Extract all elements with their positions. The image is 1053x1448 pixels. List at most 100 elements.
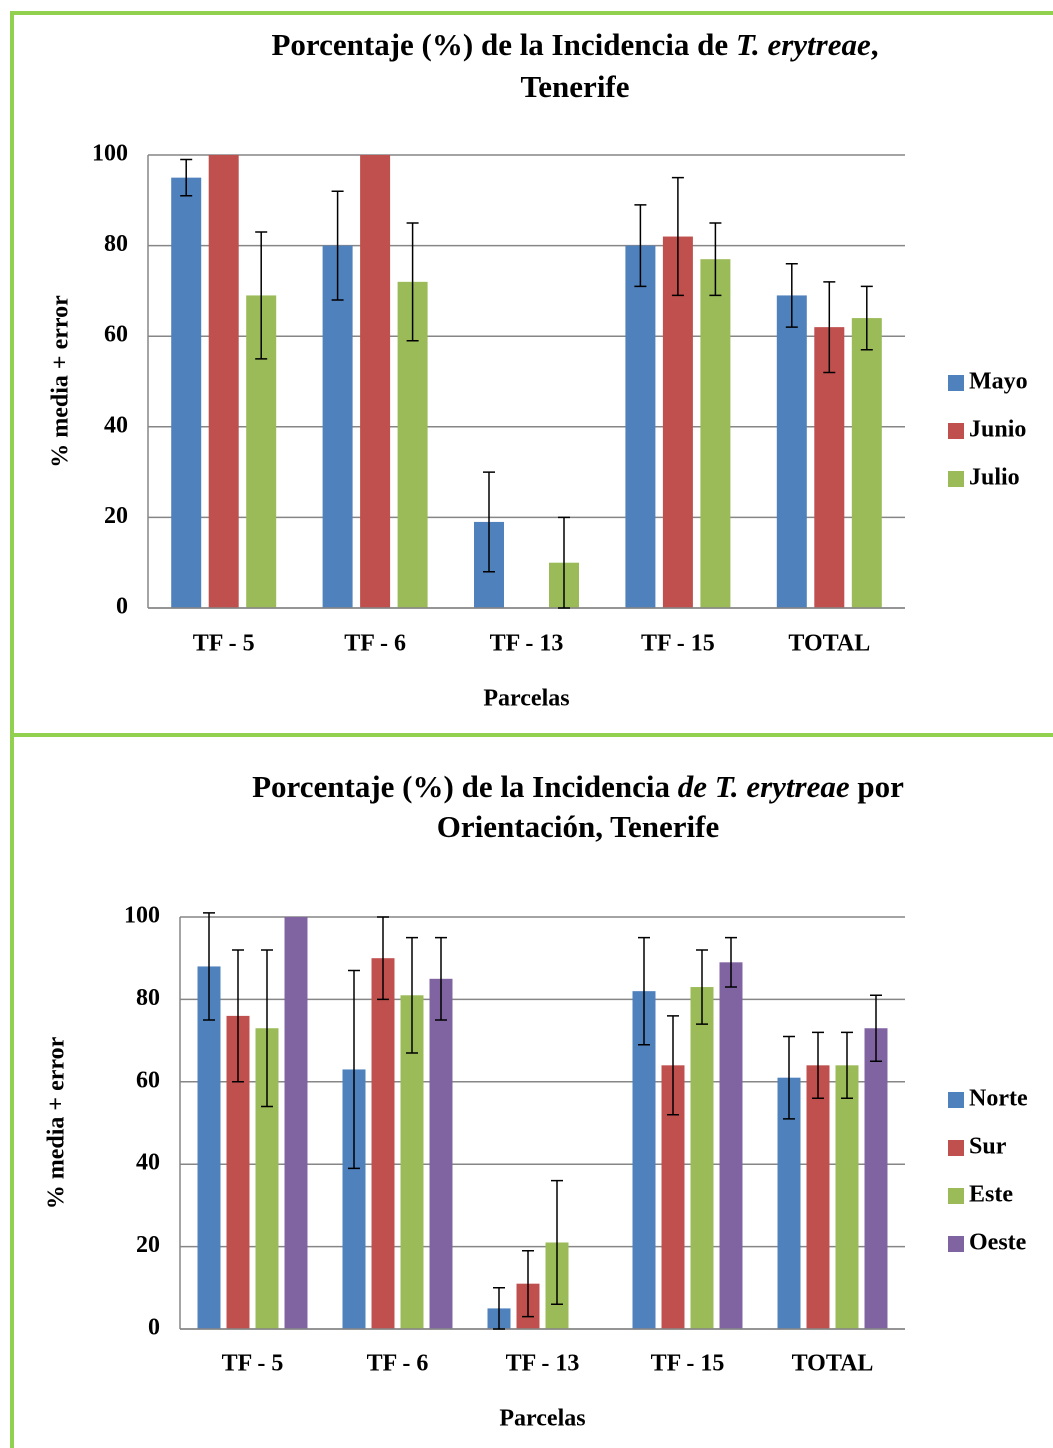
x-tick-label: TOTAL: [792, 1351, 874, 1377]
title-part: ,: [871, 27, 879, 62]
bar: [776, 295, 807, 608]
error-bar: [522, 1249, 534, 1318]
title-part: T. erytreae: [736, 27, 871, 62]
error-bar: [696, 949, 708, 1025]
y-tick-label: 80: [104, 231, 128, 257]
error-bar: [551, 1179, 563, 1306]
error-bar: [180, 158, 193, 197]
legend-swatch: [948, 471, 964, 487]
error-bar: [232, 949, 244, 1083]
legend-swatch: [948, 1092, 964, 1108]
x-tick-label: TF - 15: [641, 631, 715, 657]
bar: [429, 978, 453, 1329]
error-bar: [406, 222, 419, 342]
bar: [690, 987, 714, 1329]
x-tick-label: TF - 5: [193, 631, 255, 657]
x-axis-label: Parcelas: [499, 1406, 585, 1432]
bar: [814, 327, 845, 608]
x-tick-label: TF - 6: [344, 631, 406, 657]
x-axis-label: Parcelas: [483, 686, 569, 712]
error-bar: [725, 936, 737, 988]
error-bar: [483, 471, 495, 573]
error-bar: [823, 281, 836, 374]
bar: [719, 962, 743, 1329]
bar: [625, 245, 656, 608]
legend-swatch: [948, 423, 964, 439]
bar: [322, 245, 353, 608]
legend-swatch: [948, 1188, 964, 1204]
error-bar: [203, 912, 215, 1021]
chart-title: Orientación, Tenerife: [437, 809, 719, 844]
bar: [360, 155, 391, 608]
y-tick-label: 100: [124, 903, 160, 929]
bar: [806, 1065, 830, 1329]
title-part: Porcentaje (%) de la Incidencia: [252, 769, 678, 804]
error-bar: [377, 916, 389, 1001]
legend-label: Oeste: [969, 1230, 1027, 1256]
legend-label: Mayo: [969, 369, 1028, 395]
bar: [661, 1065, 685, 1329]
bar: [400, 995, 424, 1329]
error-bar: [435, 936, 447, 1021]
y-tick-label: 20: [104, 503, 128, 529]
bar: [864, 1028, 888, 1329]
error-bar: [634, 204, 647, 288]
error-bar: [812, 1031, 824, 1100]
y-axis-label: % media + error: [48, 295, 74, 468]
bar: [632, 991, 656, 1329]
bar: [284, 917, 308, 1329]
y-tick-label: 20: [136, 1232, 160, 1258]
title-part: por: [850, 769, 904, 804]
y-tick-label: 60: [104, 322, 128, 348]
x-tick-label: TF - 6: [367, 1351, 429, 1377]
legend-label: Junio: [969, 417, 1026, 443]
x-tick-label: TF - 13: [490, 631, 564, 657]
x-tick-label: TF - 5: [222, 1351, 284, 1377]
x-tick-label: TF - 13: [506, 1351, 580, 1377]
error-bar: [870, 994, 882, 1062]
bar: [255, 1028, 279, 1329]
error-bar: [783, 1035, 795, 1120]
bar: [371, 958, 395, 1329]
bar: [851, 318, 882, 608]
error-bar: [261, 949, 273, 1108]
title-part: de T. erytreae: [678, 769, 850, 804]
x-tick-label: TOTAL: [788, 631, 870, 657]
legend-label: Este: [969, 1182, 1013, 1208]
error-bar: [667, 1015, 679, 1116]
y-tick-label: 0: [148, 1315, 160, 1341]
y-tick-label: 80: [136, 985, 160, 1011]
bar: [700, 259, 731, 608]
bar: [208, 155, 239, 608]
legend-label: Norte: [969, 1086, 1028, 1112]
error-bar: [406, 936, 418, 1054]
chart-title: Porcentaje (%) de la Incidencia de T. er…: [272, 27, 879, 62]
error-bar: [860, 285, 873, 351]
y-axis-label: % media + error: [44, 1036, 70, 1209]
bar: [226, 1015, 250, 1329]
error-bar: [785, 262, 798, 328]
y-tick-label: 0: [116, 594, 128, 620]
legend-swatch: [948, 1236, 964, 1252]
error-bar: [493, 1287, 505, 1330]
y-tick-label: 40: [136, 1150, 160, 1176]
y-tick-label: 100: [92, 141, 128, 167]
chart-title: Tenerife: [520, 69, 629, 104]
bar: [777, 1077, 801, 1329]
x-tick-label: TF - 15: [651, 1351, 725, 1377]
title-part: Orientación, Tenerife: [437, 809, 719, 844]
bar: [171, 177, 202, 608]
y-tick-label: 60: [136, 1067, 160, 1093]
error-bar: [841, 1031, 853, 1100]
error-bar: [331, 190, 344, 301]
bar: [835, 1065, 859, 1329]
bar: [662, 236, 693, 609]
title-part: Porcentaje (%) de la Incidencia de: [272, 27, 736, 62]
title-part: Tenerife: [520, 69, 629, 104]
chart-title: Porcentaje (%) de la Incidencia de T. er…: [252, 769, 904, 804]
error-bar: [558, 516, 570, 609]
legend-label: Julio: [969, 465, 1020, 491]
legend-swatch: [948, 375, 964, 391]
bar: [342, 1069, 366, 1329]
